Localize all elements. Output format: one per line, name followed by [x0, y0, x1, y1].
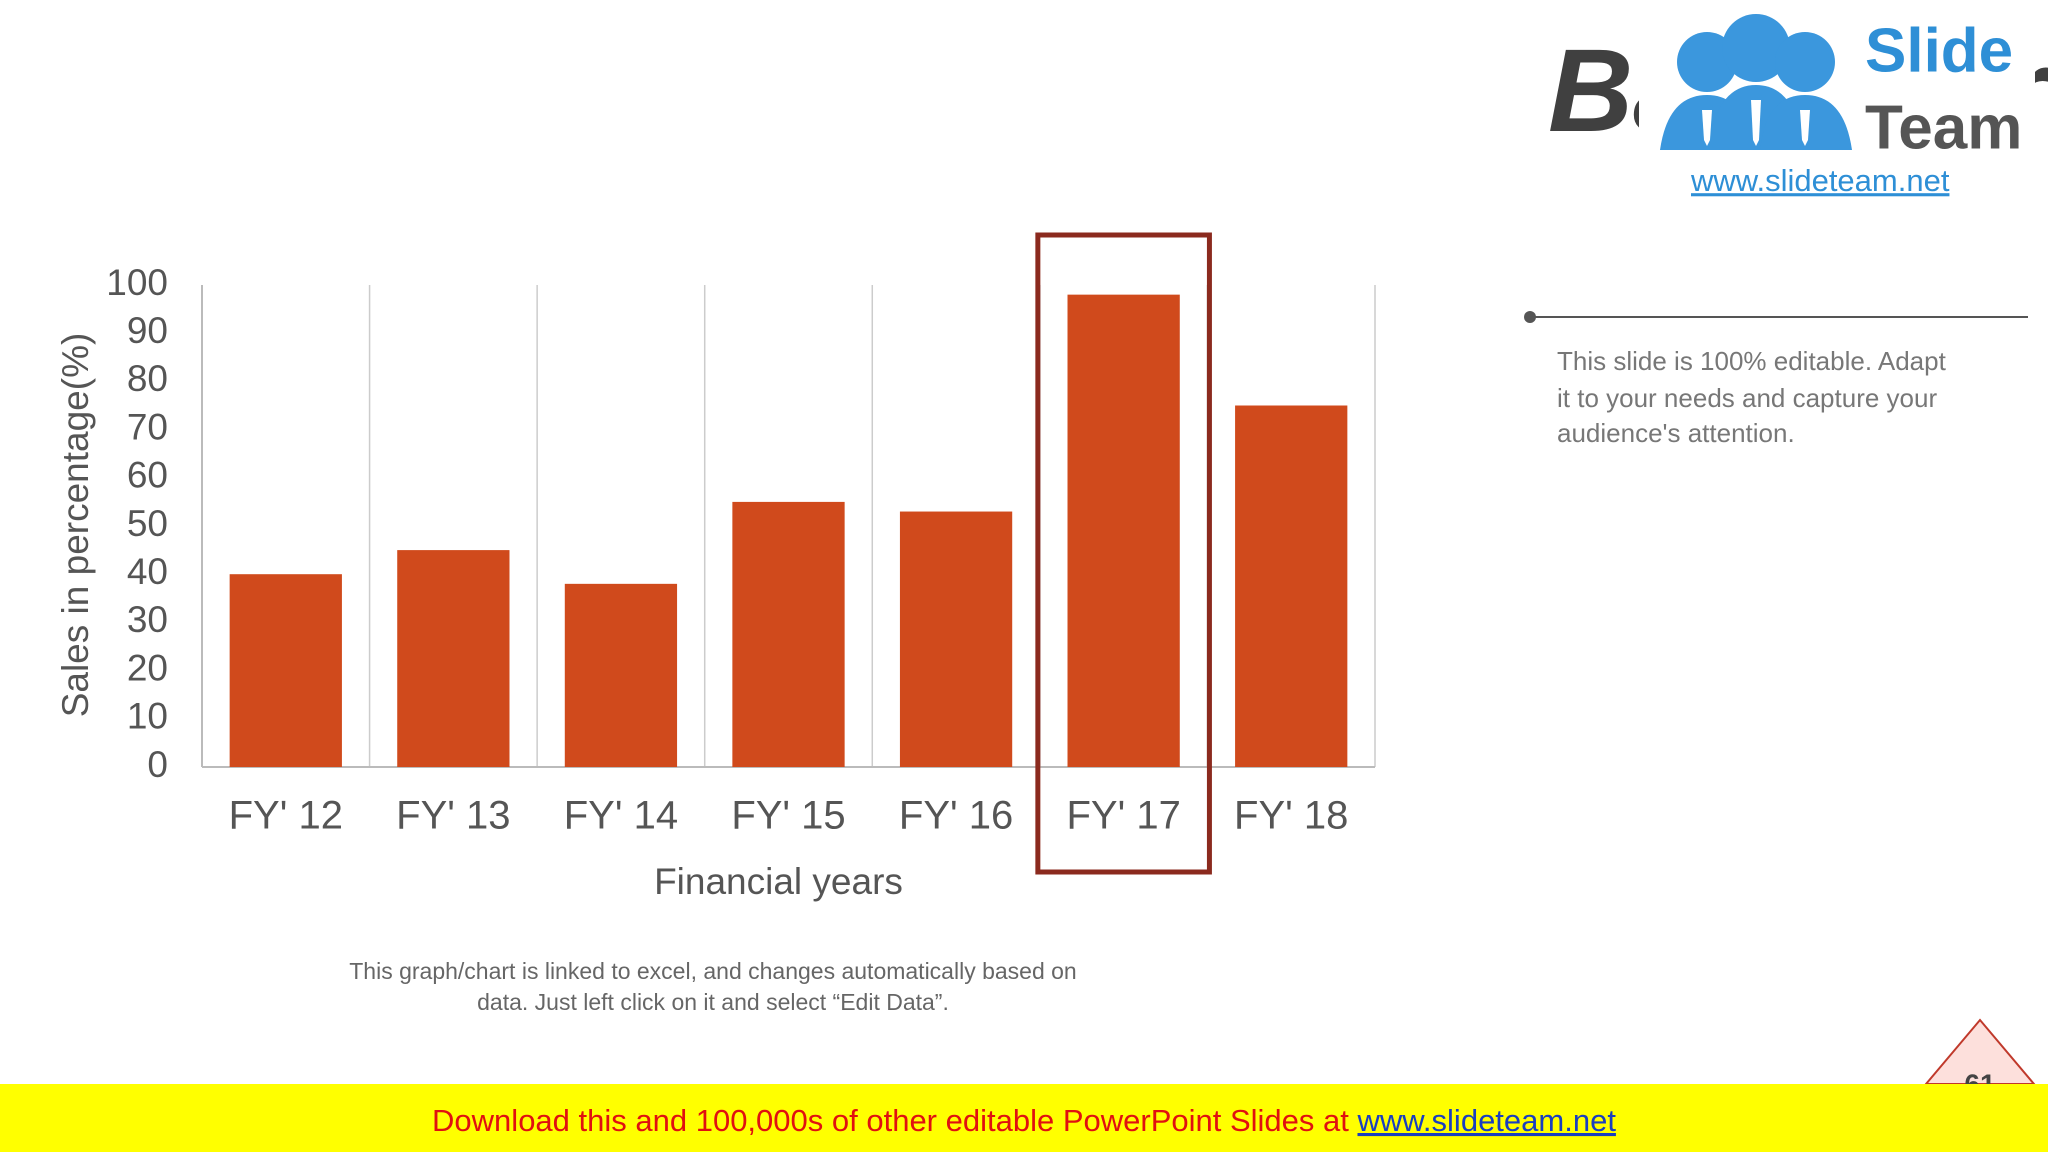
banner-message: Download this and 100,000s of other edit… [432, 1103, 1357, 1138]
bar [229, 574, 342, 767]
y-tick-label: 80 [127, 358, 168, 399]
highlight-box [1035, 232, 1212, 875]
y-tick-label: 20 [127, 647, 168, 688]
x-tick-label: FY' 17 [1066, 794, 1180, 838]
description-line: This slide is 100% editable. Adapt [1557, 346, 1947, 376]
x-axis-title: Financial years [654, 861, 903, 902]
x-tick-label: FY' 16 [899, 794, 1013, 838]
banner-text: Download this and 100,000s of other edit… [432, 1103, 1616, 1138]
logo-url[interactable]: www.slideteam.net [1690, 163, 1950, 198]
bar [1067, 294, 1180, 767]
y-tick-label: 70 [127, 406, 168, 447]
bar [397, 550, 510, 767]
x-tick-label: FY' 13 [396, 794, 510, 838]
y-tick-label: 50 [127, 503, 168, 544]
chart-note: data. Just left click on it and select “… [477, 989, 949, 1015]
y-tick-label: 90 [127, 310, 168, 351]
description: This slide is 100% editable. Adapt it to… [1557, 346, 1947, 448]
description-line: it to your needs and capture your [1557, 383, 1937, 413]
y-tick-label: 30 [127, 599, 168, 640]
x-tick-label: FY' 15 [731, 794, 845, 838]
bar [732, 501, 845, 767]
bar [1235, 405, 1348, 767]
x-tick-label: FY' 14 [564, 794, 678, 838]
y-tick-label: 100 [106, 262, 168, 303]
title-rule-dot [1524, 311, 1536, 323]
logo-word: Slide [1865, 16, 2013, 85]
y-tick-label: 10 [127, 696, 168, 737]
banner [0, 1084, 2048, 1152]
logo-icon [1660, 14, 1852, 150]
y-tick-label: 60 [127, 455, 168, 496]
banner-link[interactable]: www.slideteam.net [1356, 1103, 1616, 1138]
chart-note: This graph/chart is linked to excel, and… [349, 958, 1076, 984]
logo: Slide Team www.slideteam.net [1639, 0, 2035, 198]
y-axis-title: Sales in percentage(%) [55, 333, 96, 718]
bar [564, 583, 678, 767]
x-tick-label: FY' 18 [1234, 794, 1348, 838]
x-tick-label: FY' 12 [229, 794, 343, 838]
y-tick-label: 40 [127, 551, 168, 592]
y-tick-label: 0 [147, 744, 168, 785]
logo-word: Team [1865, 93, 2022, 162]
bar [899, 511, 1013, 767]
logo-ties [1702, 100, 1810, 146]
description-line: audience's attention. [1557, 418, 1795, 448]
chart: 0 10 20 30 40 50 60 70 80 90 100 FY' 12 FY' 13 FY' 14… [55, 232, 1376, 902]
